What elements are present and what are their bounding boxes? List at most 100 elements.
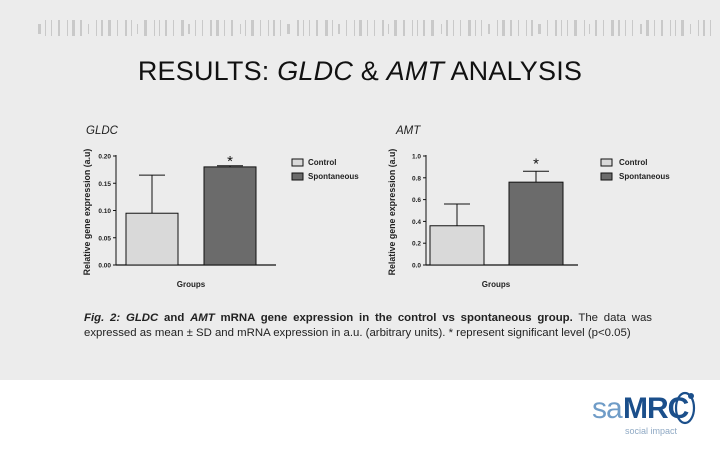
stripe-mark [547, 20, 548, 36]
decorative-stripe-pattern [38, 20, 711, 36]
stripe-mark [603, 20, 604, 36]
stripe-mark [618, 20, 620, 36]
chart-gldc-legend: Control Spontaneous [291, 158, 359, 181]
stripe-mark [80, 20, 82, 36]
stripe-mark [51, 20, 52, 36]
legend-control-label: Control [619, 158, 647, 167]
stripe-mark [210, 20, 212, 36]
stripe-mark [412, 20, 413, 36]
stripe-mark [497, 20, 498, 36]
stripe-mark [245, 20, 246, 36]
chart-amt: 0.0 0.2 0.4 0.6 0.8 1.0 * [412, 154, 578, 270]
stripe-mark [555, 20, 557, 36]
stripe-mark [72, 20, 75, 36]
stripe-mark [710, 20, 711, 36]
figure-caption: Fig. 2: GLDC and AMT mRNA gene expressio… [84, 312, 652, 339]
legend-control-swatch [291, 158, 304, 167]
stripe-mark [446, 20, 448, 36]
stripe-mark [690, 24, 691, 34]
y-tick-label: 0.0 [412, 263, 421, 270]
logo-orbit-icon [674, 391, 696, 425]
stripe-mark [561, 20, 562, 36]
stripe-mark [354, 20, 355, 36]
stripe-mark [359, 20, 362, 36]
stripe-mark [287, 24, 290, 34]
stripe-mark [144, 20, 147, 36]
chart-gldc-xlabel: Groups [177, 280, 206, 289]
stripe-mark [303, 20, 304, 36]
stripe-mark [481, 20, 482, 36]
y-tick-label: 0.05 [98, 235, 111, 242]
stripe-mark [698, 20, 699, 36]
stripe-mark [367, 20, 368, 36]
stripe-mark [518, 20, 519, 36]
legend-control-swatch [600, 158, 613, 167]
stripe-mark [154, 20, 155, 36]
stripe-mark [131, 20, 132, 36]
y-tick-label: 0.6 [412, 197, 421, 204]
stripe-mark [394, 20, 397, 36]
stripe-mark [260, 20, 261, 36]
chart-amt-ylabel: Relative gene expression (a.u) [387, 149, 397, 276]
legend-control-label: Control [308, 158, 336, 167]
stripe-mark [45, 20, 46, 36]
stripe-mark [58, 20, 60, 36]
bar-control [429, 225, 485, 266]
stripe-mark [441, 24, 442, 34]
stripe-mark [681, 20, 684, 36]
stripe-mark [338, 24, 340, 34]
stripe-mark [510, 20, 512, 36]
stripe-mark [417, 20, 418, 36]
stripe-mark [538, 24, 541, 34]
stripe-mark [703, 20, 705, 36]
page-title: RESULTS: GLDC & AMT ANALYSIS [137, 56, 583, 86]
stripe-mark [502, 20, 505, 36]
stripe-mark [332, 20, 333, 36]
stripe-mark [382, 20, 384, 36]
stripe-mark [273, 20, 275, 36]
stripe-mark [96, 20, 97, 36]
stripe-mark [159, 20, 160, 36]
stripe-mark [611, 20, 614, 36]
stripe-mark [67, 20, 68, 36]
legend-spontaneous-label: Spontaneous [308, 172, 359, 181]
stripe-mark [526, 20, 527, 36]
chart-gldc-title: GLDC [86, 125, 119, 137]
stripe-mark [117, 20, 118, 36]
stripe-mark [268, 20, 269, 36]
stripe-mark [654, 20, 655, 36]
stripe-mark [309, 20, 310, 36]
y-tick-label: 0.20 [98, 154, 111, 161]
stripe-mark [589, 24, 590, 34]
stripe-mark [403, 20, 405, 36]
stripe-mark [173, 20, 174, 36]
stripe-mark [231, 20, 233, 36]
stripe-mark [251, 20, 254, 36]
stripe-mark [475, 20, 476, 36]
stripe-mark [224, 20, 225, 36]
y-tick-label: 0.10 [98, 208, 111, 215]
stripe-mark [460, 20, 461, 36]
chart-gldc: 0.00 0.05 0.10 0.15 0.20 * [98, 153, 276, 270]
stripe-mark [468, 20, 471, 36]
stripe-mark [567, 20, 568, 36]
stripe-mark [646, 20, 649, 36]
stripe-mark [165, 20, 167, 36]
logo-sa-text: sa [592, 392, 623, 425]
bar-control [125, 212, 179, 266]
chart-amt-legend: Control Spontaneous [600, 158, 670, 181]
charts-area: GLDC Relative gene expression (a.u) Grou… [82, 125, 670, 289]
legend-spontaneous-swatch [291, 172, 304, 181]
stripe-mark [346, 20, 347, 36]
stripe-mark [125, 20, 127, 36]
stripe-mark [202, 20, 203, 36]
stripe-mark [280, 20, 281, 36]
y-tick-label: 0.00 [98, 263, 111, 270]
stripe-mark [670, 20, 671, 36]
y-tick-label: 1.0 [412, 154, 421, 161]
stripe-mark [316, 20, 318, 36]
stripe-mark [88, 24, 89, 34]
samrc-logo: sa MRC social impact [592, 388, 702, 438]
stripe-mark [374, 20, 375, 36]
stripe-mark [137, 24, 138, 34]
